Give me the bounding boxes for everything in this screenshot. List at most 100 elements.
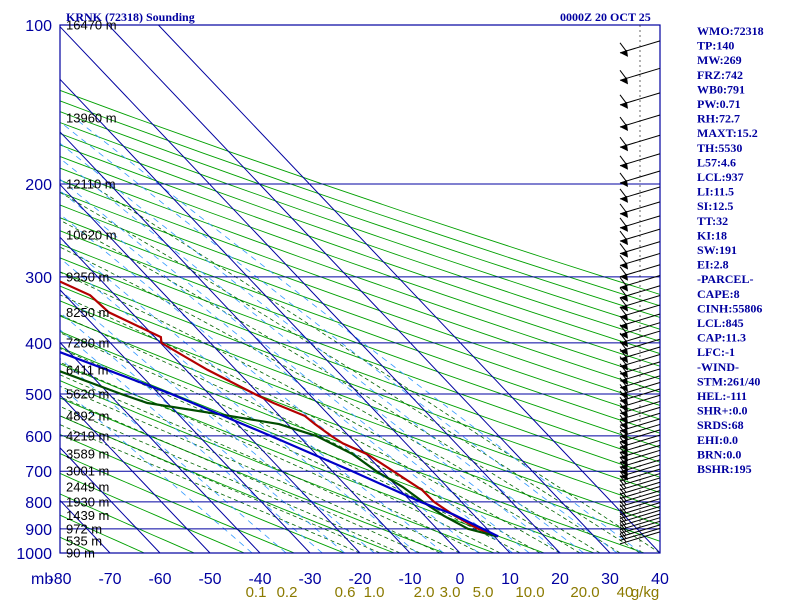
dry-adiabat bbox=[60, 472, 245, 553]
index-value: TP:140 bbox=[697, 39, 734, 53]
wind-barb bbox=[619, 313, 661, 330]
wind-barb bbox=[619, 485, 661, 499]
wind-barb bbox=[619, 40, 661, 57]
wind-barb bbox=[619, 186, 661, 203]
index-value: MAXT:15.2 bbox=[697, 126, 758, 140]
index-value: STM:261/40 bbox=[697, 374, 760, 388]
mixing-ratio-line bbox=[60, 257, 418, 553]
dry-adiabat bbox=[60, 243, 660, 463]
index-value: L57:4.6 bbox=[697, 155, 736, 169]
mixing-ratio-line bbox=[60, 190, 513, 553]
mixing-ratio-label: 3.0 bbox=[440, 584, 461, 600]
pressure-tick-label: 500 bbox=[25, 387, 52, 404]
index-value: LCL:937 bbox=[697, 170, 744, 184]
pressure-tick-label: 900 bbox=[25, 522, 52, 539]
dry-adiabat bbox=[60, 285, 660, 509]
dry-adiabat bbox=[60, 217, 660, 434]
dry-adiabat bbox=[60, 204, 660, 420]
index-value: BSHR:195 bbox=[697, 462, 752, 476]
index-value: -PARCEL- bbox=[697, 272, 753, 286]
height-label: 8250 m bbox=[66, 305, 109, 320]
wind-barb bbox=[619, 368, 661, 385]
temperature-tick-label: -60 bbox=[148, 571, 171, 588]
wind-barb bbox=[619, 241, 661, 258]
dry-adiabat bbox=[60, 144, 660, 355]
isotherm bbox=[60, 78, 511, 553]
height-label: 9350 m bbox=[66, 269, 109, 284]
mixing-ratio-line bbox=[74, 117, 642, 553]
index-value: -WIND- bbox=[697, 360, 739, 374]
dry-adiabat bbox=[60, 453, 295, 553]
dry-adiabat bbox=[60, 191, 660, 406]
index-value: WMO:72318 bbox=[697, 24, 764, 38]
mixing-ratio-label: 0.1 bbox=[246, 584, 267, 600]
temperature-tick-label: 20 bbox=[551, 571, 569, 588]
dry-adiabat bbox=[60, 397, 445, 553]
dry-adiabat bbox=[60, 271, 660, 494]
mixing-ratio-label: 1.0 bbox=[364, 584, 385, 600]
wind-barb bbox=[619, 520, 661, 534]
wind-barb bbox=[619, 502, 661, 516]
mixing-ratio-line bbox=[60, 142, 584, 553]
pressure-tick-label: 700 bbox=[25, 464, 52, 481]
temperature-tick-label: 30 bbox=[601, 571, 619, 588]
height-label: 535 m bbox=[66, 534, 102, 549]
index-value: LCL:845 bbox=[697, 316, 744, 330]
index-value: KI:18 bbox=[697, 228, 727, 242]
mixing-ratio-line bbox=[60, 121, 618, 553]
sounding-line-2 bbox=[60, 350, 499, 538]
wind-barb bbox=[619, 201, 661, 218]
height-label: 3589 m bbox=[66, 447, 109, 462]
dry-adiabat bbox=[60, 179, 660, 393]
pressure-tick-label: 600 bbox=[25, 429, 52, 446]
index-value: RH:72.7 bbox=[697, 112, 740, 126]
dry-adiabat bbox=[60, 300, 660, 526]
wind-barb bbox=[619, 517, 661, 531]
index-value: FRZ:742 bbox=[697, 68, 743, 82]
isotherm bbox=[60, 394, 211, 553]
height-label: 13960 m bbox=[66, 110, 117, 125]
mixing-ratio-label: 0.6 bbox=[335, 584, 356, 600]
mixing-ratio-label: g/kg bbox=[631, 584, 659, 600]
isotherm bbox=[158, 25, 660, 553]
temperature-tick-label: -30 bbox=[298, 571, 321, 588]
wind-barb bbox=[619, 388, 661, 405]
index-value: TT:32 bbox=[697, 214, 728, 228]
isotherm bbox=[60, 25, 561, 553]
mixing-ratio-line bbox=[60, 213, 479, 553]
isotherm bbox=[60, 131, 461, 553]
wind-barb bbox=[619, 498, 661, 512]
plot-area bbox=[60, 25, 660, 553]
height-label: 3001 m bbox=[66, 464, 109, 479]
dry-adiabat bbox=[60, 122, 660, 330]
dry-adiabat bbox=[60, 230, 660, 448]
height-label: 6411 m bbox=[66, 362, 108, 377]
temperature-tick-label: -20 bbox=[348, 571, 371, 588]
pressure-tick-label: 800 bbox=[25, 495, 52, 512]
dry-adiabat bbox=[60, 315, 660, 542]
wind-barbs bbox=[619, 25, 661, 553]
index-value: SRDS:68 bbox=[697, 418, 744, 432]
pressure-unit-label: mb bbox=[31, 571, 53, 588]
sounding-line-0 bbox=[60, 280, 499, 538]
dry-adiabat bbox=[60, 155, 660, 367]
height-label: 12110 m bbox=[66, 176, 116, 191]
mixing-ratio-label: 5.0 bbox=[473, 584, 494, 600]
mixing-ratio-label: 2.0 bbox=[414, 584, 435, 600]
dry-adiabat bbox=[60, 167, 660, 380]
sounding-line-1 bbox=[60, 370, 498, 538]
height-label: 10620 m bbox=[66, 228, 117, 243]
wind-barb bbox=[619, 67, 661, 85]
height-label: 7280 m bbox=[66, 335, 109, 350]
mixing-ratio-label: 40 bbox=[617, 584, 634, 600]
wind-barb bbox=[619, 252, 661, 270]
temperature-tick-label: 0 bbox=[456, 571, 465, 588]
index-value: CAP:11.3 bbox=[697, 331, 746, 345]
index-value: SHR+:0.0 bbox=[697, 404, 748, 418]
wind-barb bbox=[619, 505, 661, 519]
mixing-ratio-label: 0.2 bbox=[277, 584, 298, 600]
index-value: CINH:55806 bbox=[697, 301, 762, 315]
mixing-ratio-line bbox=[60, 157, 561, 553]
temperature-tick-label: -80 bbox=[48, 571, 71, 588]
dry-adiabat bbox=[60, 89, 660, 295]
